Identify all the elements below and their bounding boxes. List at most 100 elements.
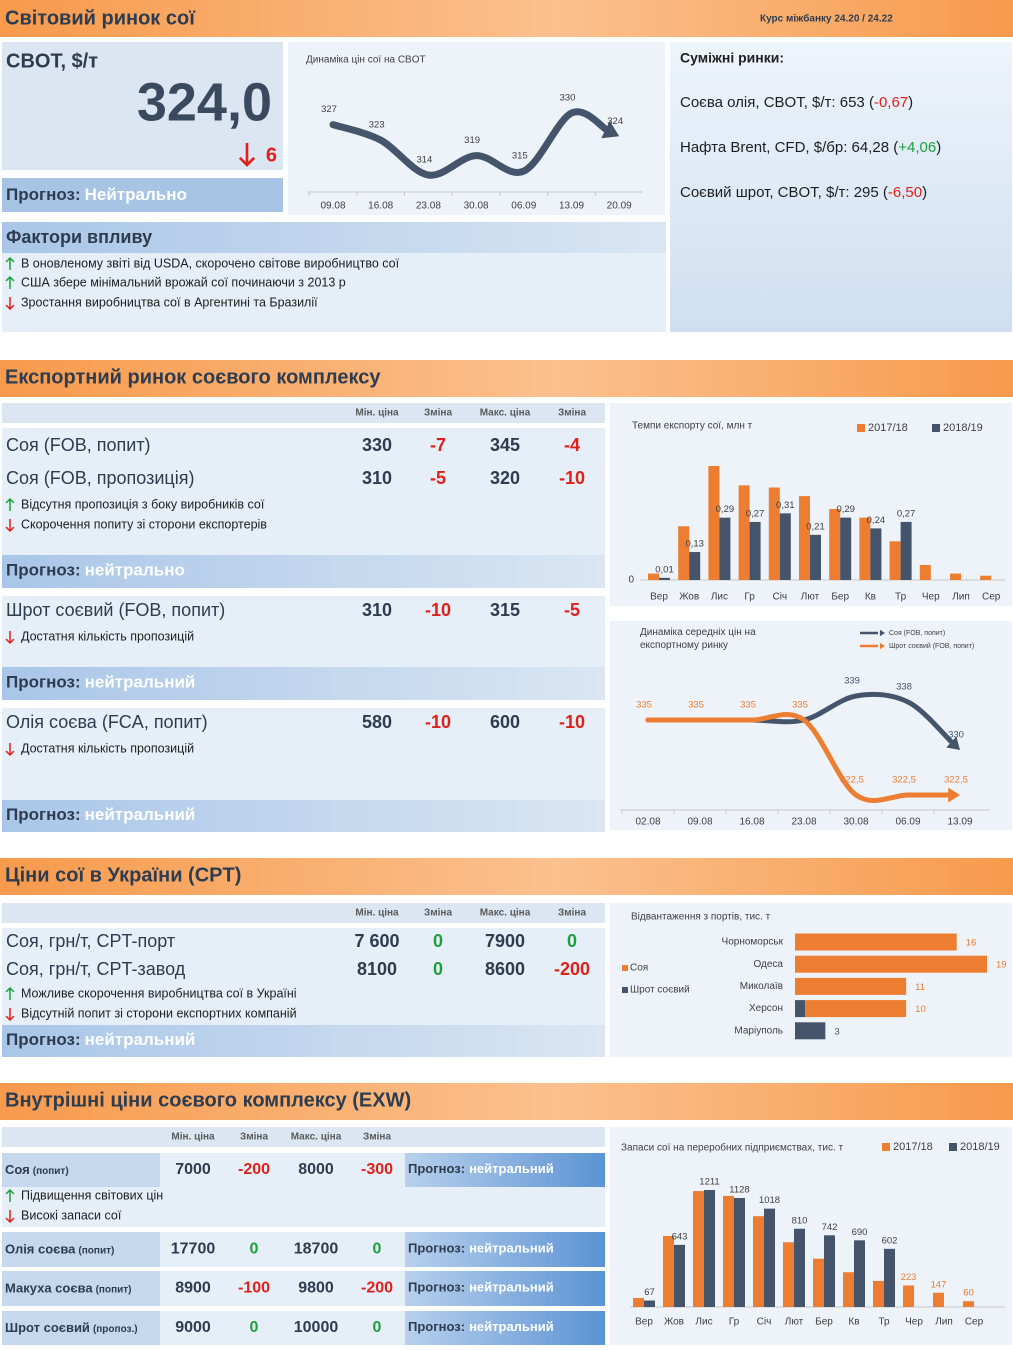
table-header xyxy=(2,403,605,423)
bar xyxy=(633,1298,644,1307)
column-header: Зміна xyxy=(424,408,452,419)
forecast-label: Прогноз: xyxy=(408,1241,465,1256)
column-header: Мін. ціна xyxy=(355,908,399,919)
forecast-label: Прогноз: xyxy=(6,561,81,580)
forecast-label: Прогноз: xyxy=(6,185,81,204)
legend-swatch xyxy=(949,1143,957,1151)
section-band xyxy=(0,1083,1013,1120)
cbot-label: CBOT, $/т xyxy=(6,50,98,72)
x-tick-label: 30.08 xyxy=(464,201,489,212)
row-name: Шрот соєвий (FOB, попит) xyxy=(6,600,225,620)
section-title: Внутрішні ціни соєвого комплексу (EXW) xyxy=(5,1089,411,1111)
x-tick-label: Вер xyxy=(650,592,668,603)
bar xyxy=(644,1300,655,1307)
cell-value: -7 xyxy=(430,435,446,455)
related-title: Суміжні ринки: xyxy=(680,50,784,66)
data-label: 335 xyxy=(636,700,652,711)
bar xyxy=(795,955,987,973)
y-tick-label: Одеса xyxy=(753,959,783,970)
forecast-label: Прогноз: xyxy=(408,1280,465,1295)
bar xyxy=(674,1244,685,1307)
bar xyxy=(749,521,761,580)
legend-swatch xyxy=(622,965,628,971)
chart-title: Динаміка середніх цін на експортному рин… xyxy=(640,627,756,651)
bar xyxy=(753,1216,764,1307)
row-qualifier: (попит) xyxy=(33,1166,69,1177)
cell-value: 8900 xyxy=(175,1280,211,1297)
legend-label: Шрот соєвий (FOB, попит) xyxy=(889,642,974,650)
bar xyxy=(799,496,810,580)
direction-arrow xyxy=(5,256,15,270)
forecast-label: Прогноз: xyxy=(6,1030,81,1049)
row-value-cell xyxy=(160,1153,405,1187)
block-bg xyxy=(2,928,605,1025)
x-tick-label: 06.09 xyxy=(511,201,536,212)
chart-title-box: Динаміка середніх цін на експортному рин… xyxy=(640,627,756,651)
cell-value: 0 xyxy=(567,931,577,951)
row-name: Шрот соєвий (пропоз.) xyxy=(5,1320,138,1335)
forecast: Прогноз: нейтральний xyxy=(6,1030,195,1049)
data-label: 0,21 xyxy=(806,521,825,532)
bar xyxy=(783,1242,794,1307)
forecast-cell xyxy=(405,1311,605,1345)
direction-arrow xyxy=(5,986,15,1000)
factor-text: Високі запаси сої xyxy=(21,1208,122,1222)
bar xyxy=(859,517,871,580)
data-label: 11 xyxy=(915,982,925,993)
bar xyxy=(678,526,690,580)
line-arrowhead xyxy=(946,736,960,750)
data-label: 19 xyxy=(996,960,1007,971)
cell-value: -10 xyxy=(425,600,451,620)
table-header xyxy=(2,903,605,923)
forecast-cell xyxy=(405,1232,605,1267)
x-tick-label: 13.09 xyxy=(559,201,584,212)
direction-arrow xyxy=(5,1008,15,1022)
factor-text: В оновленому звіті від USDA, скорочено с… xyxy=(21,256,400,270)
column-header: Мін. ціна xyxy=(355,408,399,419)
x-tick-label: Тр xyxy=(895,592,907,603)
cbot-change: 6 xyxy=(266,144,277,166)
row-name-main: Соя xyxy=(5,1162,30,1177)
page-title: Світовий ринок сої xyxy=(5,7,195,29)
data-label: 0,29 xyxy=(836,504,855,515)
legend-label: 2018/19 xyxy=(943,422,983,434)
x-tick-label: Чер xyxy=(922,592,940,603)
legend-label: Шрот соєвий xyxy=(630,985,690,996)
cell-value: 345 xyxy=(490,435,520,455)
data-label: 323 xyxy=(369,120,385,131)
column-header: Зміна xyxy=(240,1132,268,1143)
data-label: 324 xyxy=(607,116,623,127)
data-label: 0,27 xyxy=(746,508,765,519)
table-header xyxy=(2,1127,605,1147)
cell-value: -100 xyxy=(238,1280,270,1297)
bar xyxy=(779,513,791,580)
block-bg xyxy=(2,708,605,800)
direction-arrow xyxy=(5,631,15,645)
section-band xyxy=(0,858,1013,895)
bar xyxy=(723,1195,734,1307)
forecast-value: нейтральний xyxy=(85,1030,196,1049)
data-label: 322,5 xyxy=(944,775,968,786)
data-label: 690 xyxy=(852,1227,868,1238)
direction-arrow xyxy=(238,143,256,167)
block-bg xyxy=(2,428,605,555)
forecast: Прогноз: нейтральний xyxy=(6,805,195,824)
data-label: 0,13 xyxy=(685,539,704,550)
y-tick-label: Херсон xyxy=(749,1003,783,1014)
data-label: 0,27 xyxy=(897,508,916,519)
factor-text: США збере мінімальний врожай сої починаю… xyxy=(21,275,346,289)
factors-header xyxy=(2,222,666,253)
data-label: 643 xyxy=(672,1231,688,1242)
factor-text: Можливе скорочення виробництва сої в Укр… xyxy=(21,986,297,1000)
cell-value: 17700 xyxy=(171,1241,216,1258)
data-label: 0,31 xyxy=(776,500,795,511)
cell-value: 580 xyxy=(362,712,392,732)
x-tick-label: 16.08 xyxy=(368,201,393,212)
related-text: Соєвий шрот, CBOT, $/т: 295 ( xyxy=(680,184,888,201)
forecast-bar xyxy=(2,800,605,832)
cell-value: -200 xyxy=(554,959,590,979)
legend-swatch xyxy=(882,1143,890,1151)
cell-value: -200 xyxy=(238,1161,270,1178)
data-label: 10 xyxy=(915,1004,926,1015)
